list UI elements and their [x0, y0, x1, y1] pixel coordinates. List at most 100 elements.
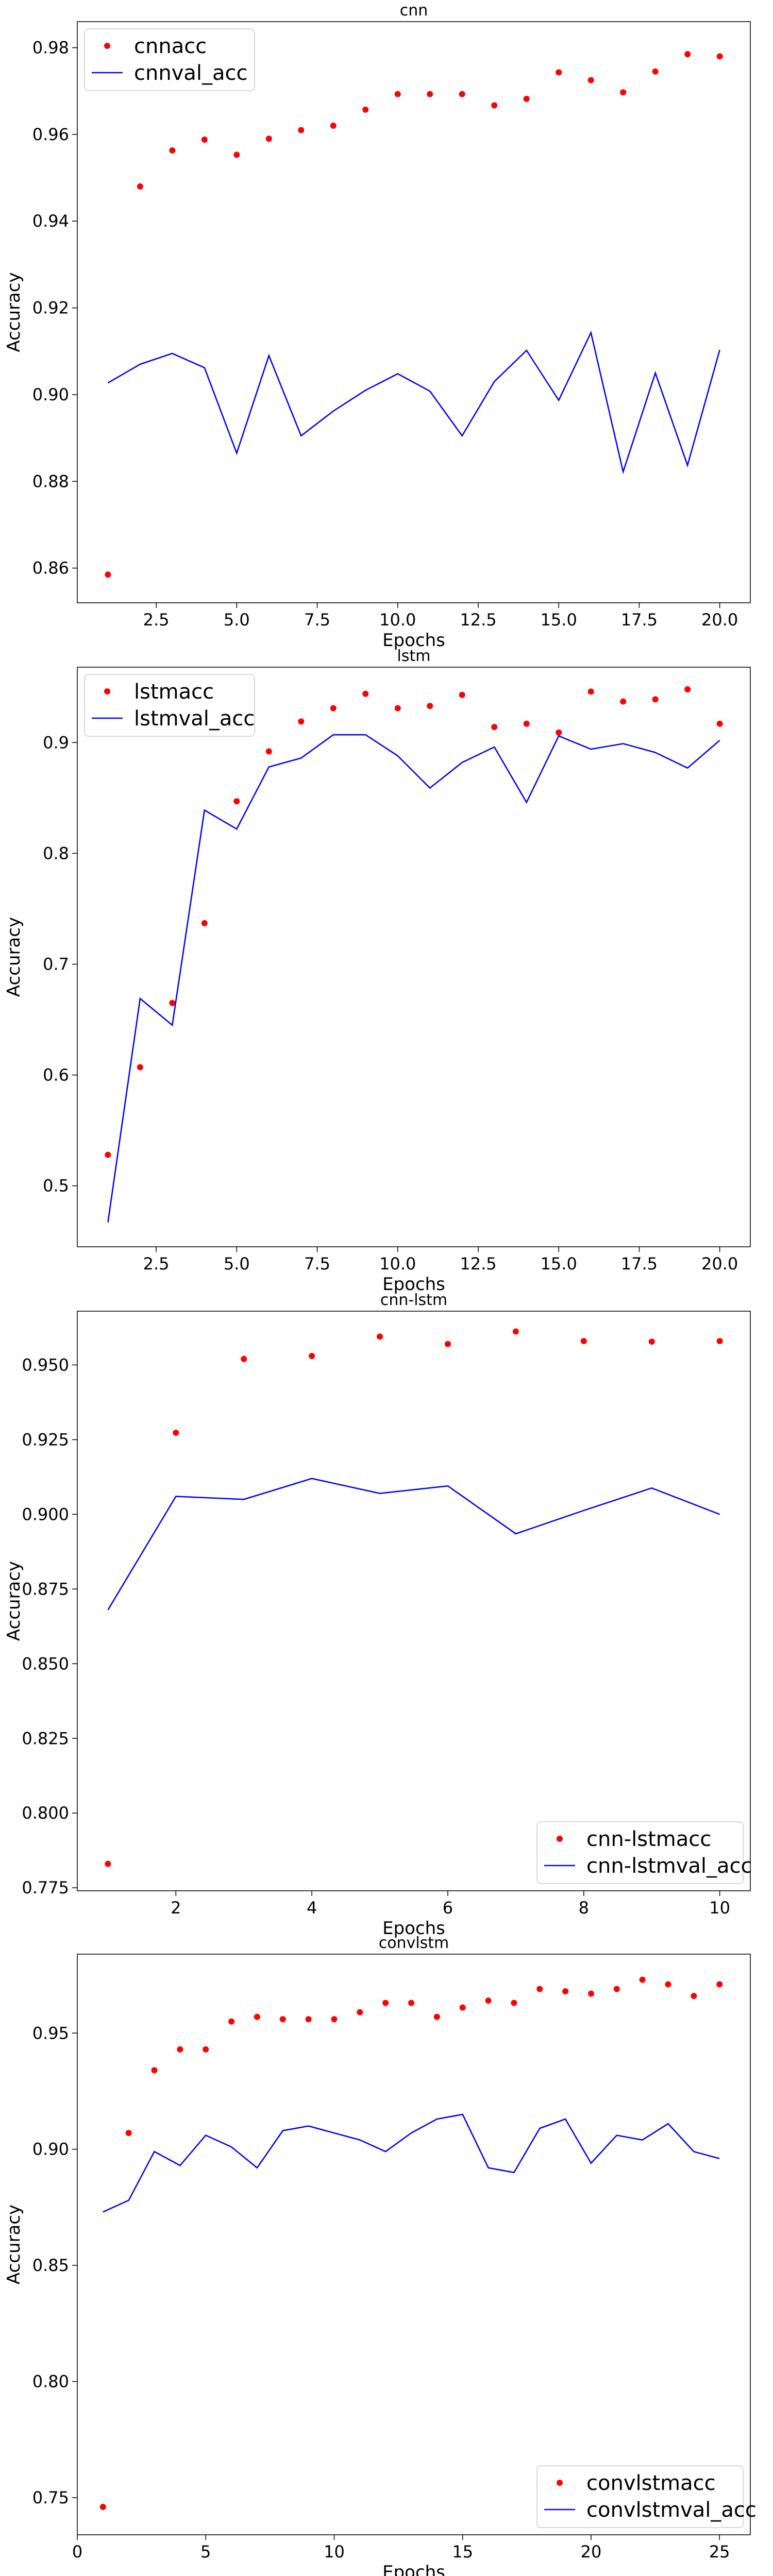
y-tick-label: 0.7 — [43, 954, 69, 974]
x-tick-label: 15.0 — [541, 610, 577, 630]
chart-title: cnn-lstm — [380, 1291, 447, 1309]
x-tick-label: 2.5 — [143, 1254, 170, 1274]
series-lstmacc-point — [587, 688, 594, 695]
series-cnn-lstmacc-point — [105, 1860, 111, 1867]
series-cnnacc-point — [716, 53, 723, 60]
plot-frame — [77, 667, 751, 1247]
legend-label: cnn-lstmacc — [586, 1827, 711, 1851]
series-cnnacc-point — [523, 95, 530, 102]
x-tick-label: 20.0 — [701, 1254, 738, 1274]
x-axis-label: Epochs — [382, 1274, 445, 1295]
series-cnnacc-point — [265, 135, 272, 142]
y-tick-label: 0.775 — [22, 1878, 69, 1897]
series-cnn-lstmacc-point — [241, 1355, 247, 1362]
x-tick-label: 5 — [200, 2542, 211, 2562]
y-axis-label: Accuracy — [4, 272, 24, 352]
x-tick-label: 10.0 — [379, 610, 416, 630]
chart-panel-cnn-lstm: cnn-lstm 2 4 6 8 10 0.775 0.800 0.825 0.850 0.875 0… — [4, 1291, 752, 1939]
legend-label: convlstmacc — [586, 2471, 716, 2495]
series-cnn-lstmacc-point — [309, 1352, 315, 1359]
y-tick-label: 0.825 — [22, 1728, 69, 1748]
legend-label: convlstmval_acc — [586, 2498, 757, 2522]
chart-panel-convlstm: convlstm 0 5 10 15 20 25 0.75 0.80 0.85 0.90 0.95 Ep… — [4, 1934, 757, 2576]
series-lstmacc-point — [684, 686, 691, 693]
legend-dot-swatch — [104, 43, 110, 49]
y-tick-label: 0.92 — [32, 298, 69, 318]
y-tick-label: 0.875 — [22, 1579, 69, 1599]
series-convlstmacc-point — [587, 1990, 594, 1997]
series-convlstmacc-point — [665, 1981, 671, 1988]
y-axis-label: Accuracy — [4, 1561, 24, 1641]
series-cnnacc-point — [652, 68, 659, 75]
series-lstmacc-point — [298, 718, 305, 725]
series-cnn-lstmacc-point — [444, 1341, 451, 1347]
series-convlstmacc-point — [691, 1993, 697, 1999]
x-tick-label: 5.0 — [224, 1254, 250, 1274]
y-tick-label: 0.88 — [32, 471, 69, 491]
y-tick-label: 0.94 — [32, 211, 69, 231]
series-convlstmacc-point — [254, 2013, 260, 2020]
chart-panel-cnn: cnn 2.5 5.0 7.5 10.0 12.5 15.0 17.5 20.0 0.86 0.88… — [4, 2, 751, 651]
y-tick-label: 0.86 — [32, 558, 69, 578]
legend-box — [536, 2465, 744, 2528]
series-convlstmacc-point — [511, 1999, 517, 2006]
series-cnnacc-point — [491, 102, 498, 109]
x-tick-label: 10.0 — [379, 1254, 416, 1274]
series-convlstmacc-point — [536, 1986, 543, 1992]
series-lstmval-acc-line — [107, 734, 720, 1223]
y-tick-label: 0.850 — [22, 1654, 69, 1673]
x-tick-label: 5.0 — [224, 610, 250, 630]
legend-dot-swatch — [104, 688, 110, 694]
series-cnn-lstmacc-point — [512, 1328, 519, 1335]
series-convlstmacc-point — [357, 2009, 363, 2015]
y-tick-label: 0.5 — [43, 1176, 69, 1196]
series-lstmacc-point — [652, 696, 659, 703]
series-cnnacc-point — [201, 136, 208, 143]
series-lstmacc-point — [137, 1064, 143, 1071]
y-tick-label: 0.90 — [32, 2140, 69, 2159]
series-cnnacc-point — [137, 183, 143, 190]
x-tick-label: 10 — [324, 2542, 345, 2562]
series-cnn-lstmacc-point — [648, 1338, 655, 1345]
x-tick-label: 20 — [581, 2542, 602, 2562]
x-axis-label: Epochs — [382, 1918, 445, 1939]
y-tick-label: 0.96 — [32, 125, 69, 144]
series-cnn-lstmacc-point — [716, 1337, 723, 1344]
plot-frame — [77, 1954, 751, 2535]
series-convlstmacc-point — [177, 2046, 183, 2053]
series-cnnacc-point — [362, 106, 369, 113]
legend-box — [84, 674, 255, 737]
x-tick-label: 0 — [72, 2542, 82, 2562]
x-tick-label: 2 — [171, 1898, 181, 1918]
series-cnnacc-point — [169, 147, 176, 154]
series-lstmacc-point — [491, 724, 498, 731]
x-tick-label: 2.5 — [143, 610, 170, 630]
series-lstmacc-point — [620, 698, 627, 705]
x-tick-label: 15.0 — [541, 1254, 577, 1274]
legend-label: cnnacc — [134, 35, 207, 58]
legend: cnn-lstmacc cnn-lstmval_acc — [536, 1821, 752, 1884]
y-tick-label: 0.950 — [22, 1355, 69, 1375]
y-tick-label: 0.75 — [32, 2488, 69, 2507]
x-tick-label: 6 — [443, 1898, 453, 1918]
legend-label: cnn-lstmval_acc — [586, 1854, 752, 1878]
series-convlstmacc-point — [279, 2016, 286, 2023]
series-lstmacc-point — [201, 920, 208, 926]
series-convlstmacc-point — [305, 2016, 312, 2023]
x-tick-label: 10 — [709, 1898, 730, 1918]
series-convlstmacc-point — [125, 2130, 132, 2137]
y-tick-label: 0.9 — [43, 733, 69, 752]
legend-box — [84, 28, 255, 91]
x-tick-label: 17.5 — [621, 1254, 658, 1274]
legend: lstmacc lstmval_acc — [84, 674, 255, 737]
series-cnnacc-point — [556, 69, 562, 76]
series-convlstmacc-point — [408, 1999, 415, 2006]
y-tick-label: 0.6 — [43, 1065, 69, 1085]
legend-label: lstmval_acc — [134, 707, 255, 731]
legend-label: cnnval_acc — [134, 61, 248, 85]
y-axis-label: Accuracy — [4, 917, 24, 997]
series-convlstmacc-point — [151, 2067, 158, 2074]
y-tick-label: 0.85 — [32, 2256, 69, 2275]
series-cnn-lstmacc-point — [377, 1333, 383, 1340]
